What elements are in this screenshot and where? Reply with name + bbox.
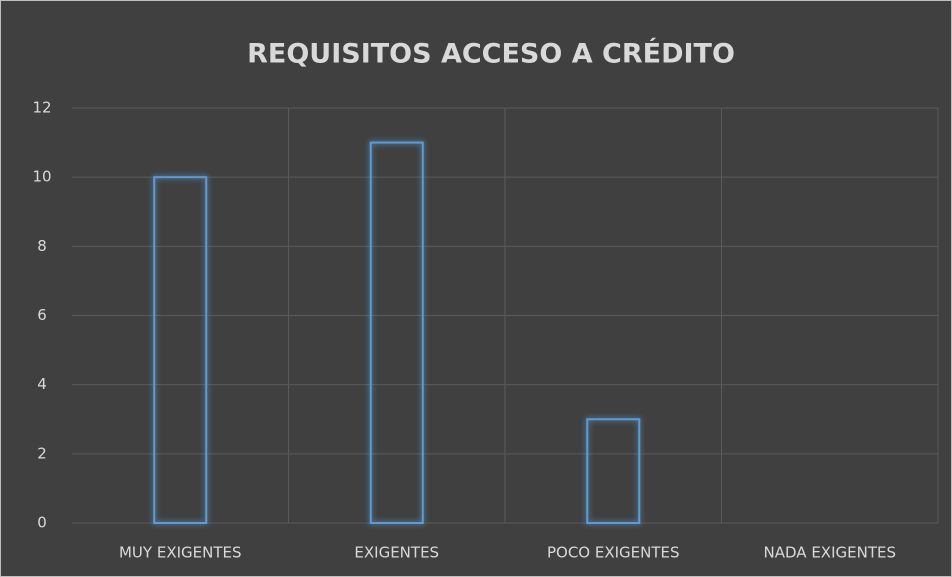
y-tick-label: 2 [37, 444, 47, 462]
bar [369, 141, 424, 524]
x-tick-label: EXIGENTES [354, 544, 439, 562]
x-tick-label: MUY EXIGENTES [119, 544, 242, 562]
y-tick-label: 10 [32, 168, 51, 186]
bar [586, 418, 641, 524]
chart-title: REQUISITOS ACCESO A CRÉDITO [247, 38, 735, 70]
x-tick-label: NADA EXIGENTES [764, 544, 896, 562]
y-tick-label: 6 [37, 306, 47, 324]
bar [153, 176, 208, 525]
x-tick-label: POCO EXIGENTES [547, 544, 680, 562]
y-tick-label: 12 [32, 99, 51, 117]
y-tick-label: 0 [37, 514, 47, 532]
y-tick-label: 8 [37, 237, 47, 255]
y-tick-label: 4 [37, 375, 47, 393]
